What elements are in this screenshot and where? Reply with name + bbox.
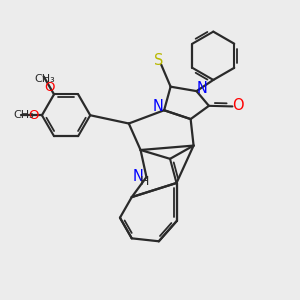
Text: O: O [44,81,55,94]
Text: CH₃: CH₃ [13,110,34,120]
Text: N: N [196,81,207,96]
Text: O: O [28,109,38,122]
Text: O: O [232,98,244,113]
Text: CH₃: CH₃ [34,74,55,83]
Text: N: N [132,169,143,184]
Text: S: S [154,53,164,68]
Text: H: H [140,175,149,188]
Text: N: N [152,99,163,114]
